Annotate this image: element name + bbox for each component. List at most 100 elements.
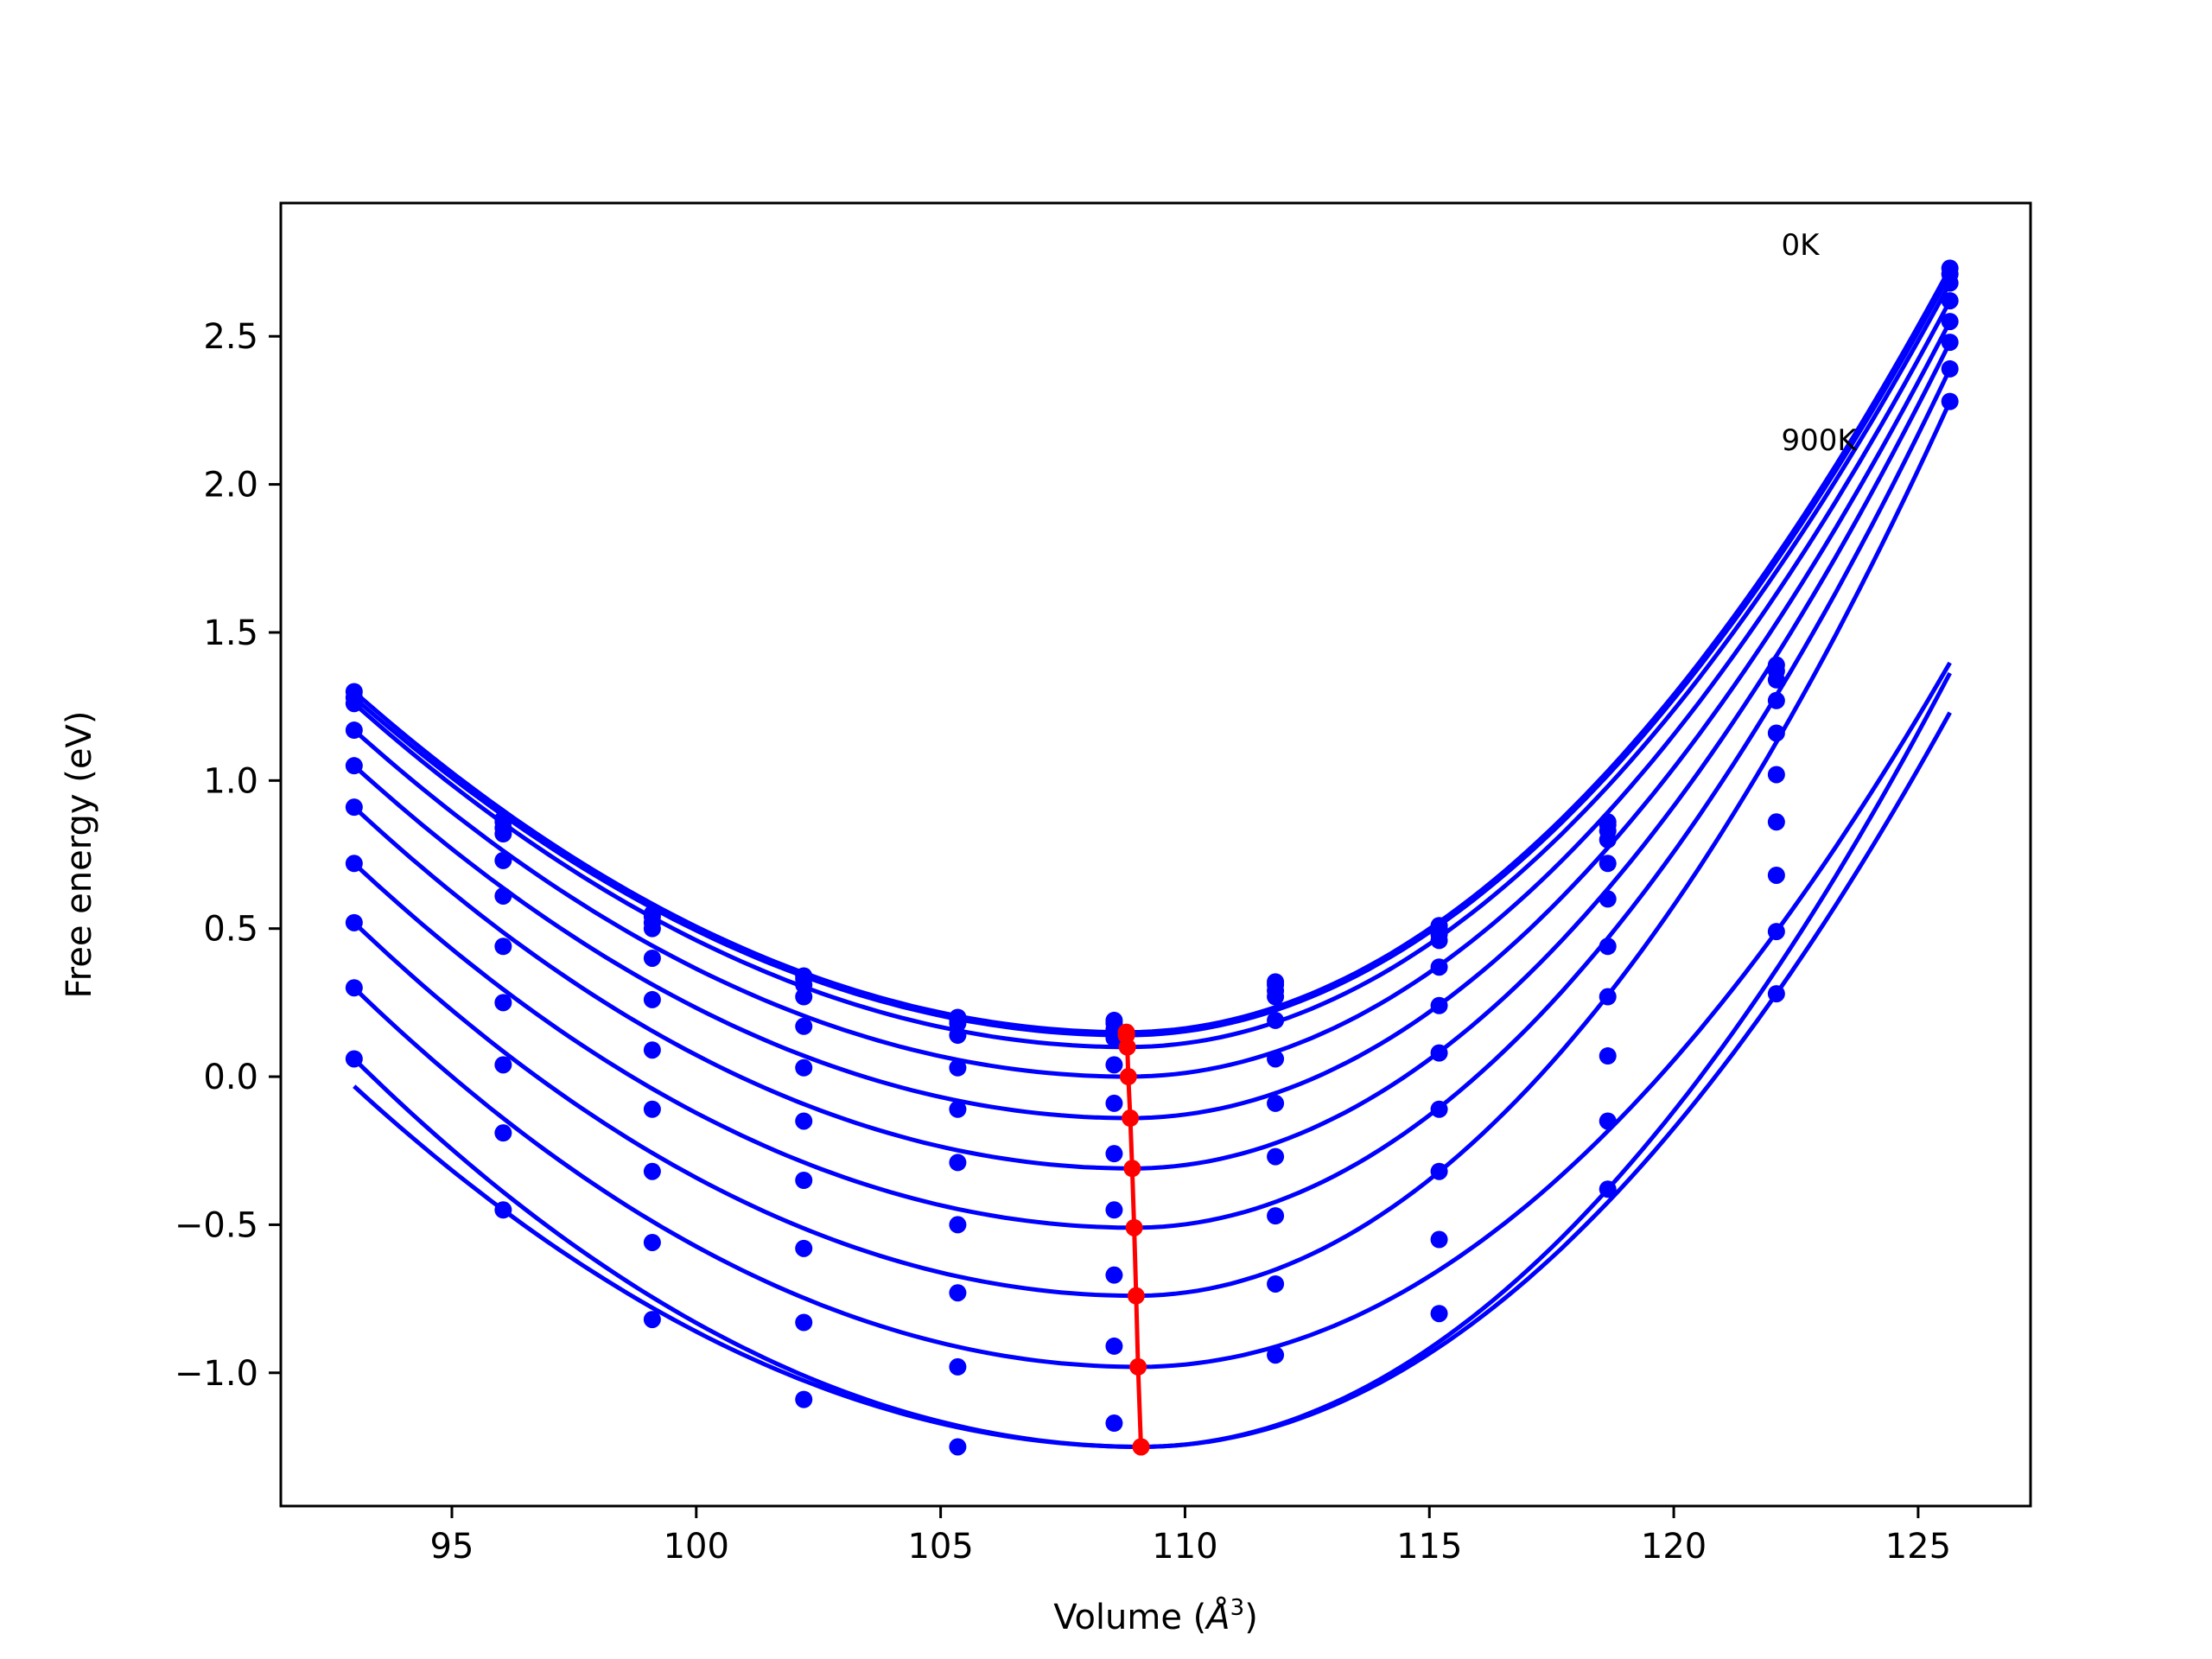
data-point [1767, 866, 1785, 884]
data-point [1767, 724, 1785, 742]
data-point [643, 919, 661, 938]
data-point [494, 1056, 512, 1074]
y-tick-label: 1.0 [203, 761, 258, 801]
data-point [1430, 958, 1448, 976]
data-point [1267, 1346, 1285, 1364]
data-point [494, 851, 512, 869]
data-point [1767, 671, 1785, 689]
fit-curve [353, 400, 1952, 1299]
data-point [1599, 938, 1617, 956]
minimum-point [1123, 1160, 1141, 1178]
data-point [1267, 1147, 1285, 1166]
data-point [643, 949, 661, 967]
fit-curve [353, 282, 1952, 1050]
data-point [795, 1313, 813, 1332]
data-point [345, 695, 363, 713]
data-point [949, 1027, 967, 1045]
data-point [1941, 313, 1959, 331]
axis-ticks: 95 100 105 110 115 120 125 −1.0 −0.5 0.0 0.5 1.0 1.5… [175, 317, 1951, 1567]
data-point [345, 721, 363, 740]
minimum-point [1125, 1218, 1143, 1236]
minimum-point [1122, 1109, 1140, 1128]
data-point [949, 1058, 967, 1077]
data-point [1599, 890, 1617, 908]
data-point [345, 979, 363, 997]
data-point [949, 1014, 967, 1033]
data-point [1267, 988, 1285, 1006]
data-point [345, 757, 363, 775]
minimum-point [1118, 1038, 1136, 1056]
data-point [1430, 1044, 1448, 1062]
data-point [1599, 988, 1617, 1006]
y-tick-label: −0.5 [175, 1205, 258, 1245]
y-axis-label: Free energy (eV) [60, 711, 99, 999]
data-point [1267, 1274, 1285, 1293]
data-point [795, 1239, 813, 1257]
data-point [1105, 1145, 1123, 1163]
data-point [1767, 766, 1785, 784]
y-tick-label: 0.0 [203, 1058, 258, 1097]
data-point [494, 887, 512, 905]
minimum-point [1129, 1357, 1147, 1376]
data-point [795, 976, 813, 994]
fit-curve [353, 299, 1952, 1079]
data-point [1430, 996, 1448, 1014]
data-point [795, 1112, 813, 1130]
x-tick-label: 125 [1885, 1527, 1951, 1567]
data-point [345, 855, 363, 873]
fit-curve [353, 267, 1952, 1035]
data-point [949, 1154, 967, 1172]
data-point [795, 1390, 813, 1408]
data-point [1105, 1056, 1123, 1074]
data-point [643, 1100, 661, 1118]
data-point [643, 1041, 661, 1059]
data-point [345, 1050, 363, 1068]
temperature-annotation: 900K [1782, 423, 1859, 458]
data-point [345, 913, 363, 931]
data-point [949, 1357, 967, 1376]
data-point [494, 938, 512, 956]
minimum-point [1127, 1287, 1145, 1305]
x-axis-label: Volume (Å3) [1053, 1595, 1258, 1637]
fit-curve [353, 320, 1952, 1121]
fit-curve [353, 661, 1952, 1370]
data-point [1105, 1094, 1123, 1112]
data-point [1941, 292, 1959, 310]
data-point [1599, 1180, 1617, 1198]
x-tick-label: 115 [1396, 1527, 1462, 1567]
y-tick-label: 1.5 [203, 613, 258, 653]
y-tick-label: 2.0 [203, 466, 258, 505]
axes-frame [279, 201, 2032, 1508]
data-point [1599, 1112, 1617, 1130]
data-point [494, 825, 512, 843]
data-point [1430, 1230, 1448, 1249]
data-point [1430, 1162, 1448, 1180]
data-point [643, 1233, 661, 1251]
y-tick-label: −1.0 [175, 1354, 258, 1394]
data-point [643, 1162, 661, 1180]
data-point [494, 994, 512, 1012]
data-point [1105, 1337, 1123, 1355]
data-point [1941, 334, 1959, 352]
data-point [795, 1058, 813, 1077]
data-point [1599, 1047, 1617, 1065]
data-point [494, 1124, 512, 1142]
annotations: 0K 900K [1782, 228, 1859, 458]
data-point [1430, 1305, 1448, 1323]
data-point [1105, 1266, 1123, 1284]
fit-curve [353, 340, 1952, 1171]
fit-curve [353, 367, 1952, 1230]
data-point [949, 1100, 967, 1118]
data-point [1941, 274, 1959, 292]
data-point [1267, 1050, 1285, 1068]
temperature-annotation: 0K [1782, 228, 1821, 263]
data-point [795, 988, 813, 1006]
data-point [1430, 931, 1448, 950]
data-point [1430, 1100, 1448, 1118]
data-point [1105, 1414, 1123, 1433]
data-point [795, 1017, 813, 1035]
minimum-point [1132, 1438, 1150, 1456]
data-point [949, 1438, 967, 1456]
